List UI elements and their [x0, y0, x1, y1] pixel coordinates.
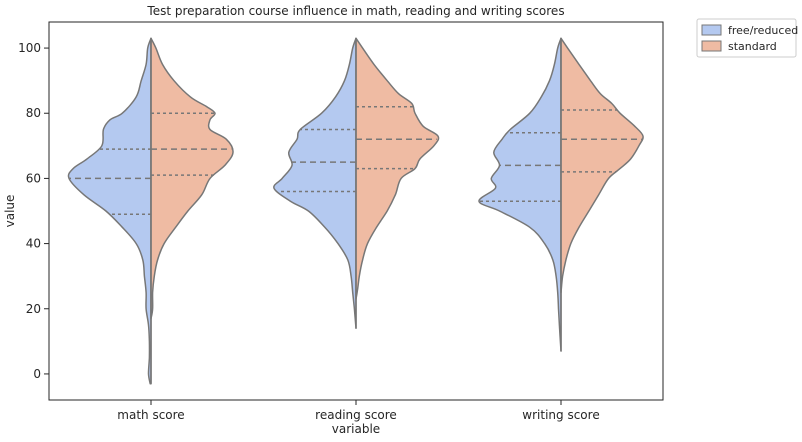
legend-swatch	[701, 24, 722, 36]
legend: free/reduced standard	[696, 18, 798, 58]
free-reduced-violin-3	[478, 37, 562, 352]
violins-group	[67, 37, 644, 385]
legend-label: free/reduced	[728, 24, 798, 37]
legend-frame	[696, 18, 797, 58]
standard-violin-3	[560, 37, 644, 294]
plot-frame	[48, 21, 664, 401]
violin-half	[67, 37, 152, 385]
legend-label: standard	[728, 40, 777, 53]
violin-half	[560, 37, 644, 294]
x-axis-label: variable	[332, 422, 380, 436]
y-tick-label: 80	[26, 106, 41, 120]
x-tick-label: math score	[117, 408, 184, 422]
standard-violin-1	[150, 37, 234, 320]
legend-swatch	[701, 40, 722, 52]
y-axis: 0 20 40 60 80 100	[18, 41, 49, 381]
chart-title: Test preparation course influence in mat…	[146, 4, 564, 18]
violin-half	[150, 37, 234, 320]
free-reduced-violin-1	[67, 37, 152, 385]
x-tick-label: writing score	[522, 408, 599, 422]
x-tick-label: reading score	[315, 408, 397, 422]
free-reduced-violin-2	[273, 37, 357, 330]
violin-half	[478, 37, 562, 352]
violin-half	[355, 37, 440, 300]
y-tick-label: 20	[26, 302, 41, 316]
y-tick-label: 40	[26, 237, 41, 251]
x-axis: math score reading score writing score	[117, 400, 600, 422]
y-tick-label: 0	[33, 367, 41, 381]
y-axis-label: value	[3, 195, 17, 228]
standard-violin-2	[355, 37, 440, 300]
y-tick-label: 100	[18, 41, 41, 55]
violin-half	[273, 37, 357, 330]
y-tick-label: 60	[26, 171, 41, 185]
